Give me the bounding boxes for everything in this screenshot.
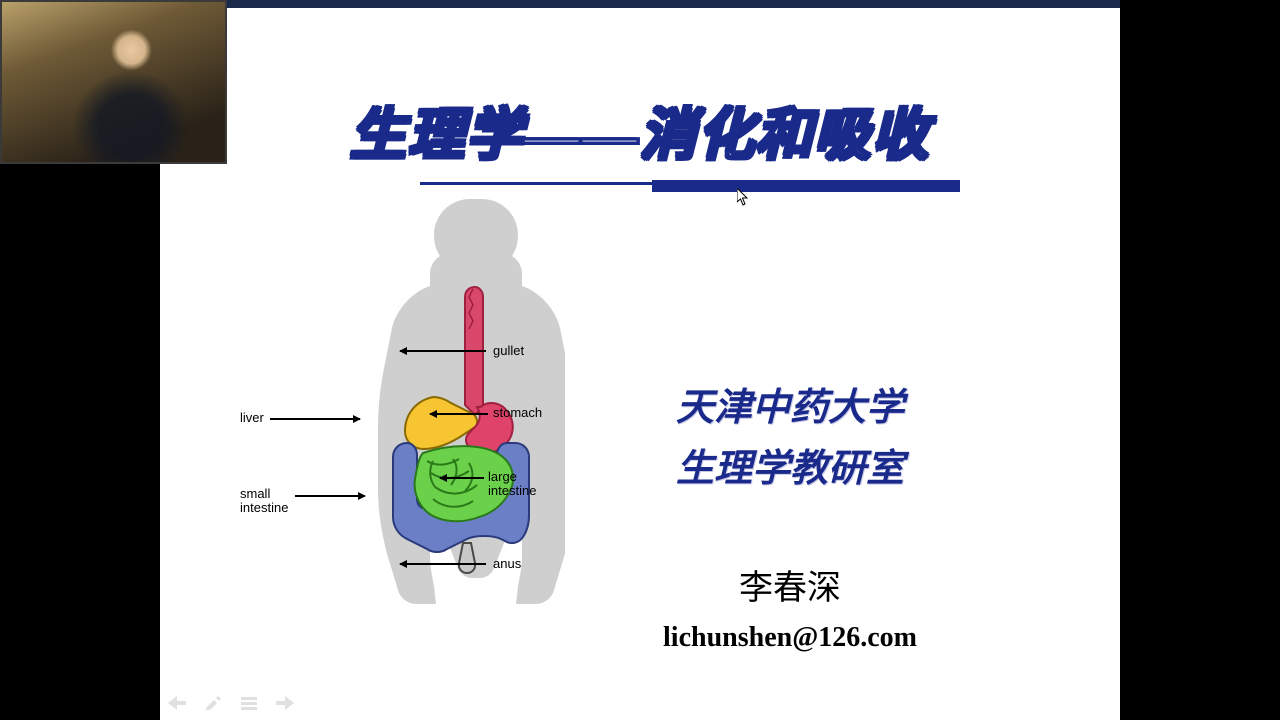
mouse-cursor-icon <box>737 188 749 206</box>
label-liver: liver <box>240 410 264 425</box>
subtitle-line2: 生理学教研室 <box>620 439 960 500</box>
arrow-large-intestine <box>440 477 484 479</box>
digestive-system-diagram: gullet liver stomach largeintestine smal… <box>240 195 570 610</box>
label-small-intestine: smallintestine <box>240 487 288 516</box>
slide-menu-icon[interactable] <box>240 696 258 710</box>
title-container: 生理学——消化和吸收 <box>160 90 1120 171</box>
presenter-webcam <box>0 0 227 164</box>
arrow-small-intestine <box>295 495 365 497</box>
prev-slide-icon[interactable] <box>168 696 186 710</box>
subtitle-line1: 天津中药大学 <box>620 378 960 439</box>
author-email: lichunshen@126.com <box>620 622 960 654</box>
author-name: 李春深 <box>620 560 960 609</box>
presentation-slide: 生理学——消化和吸收 <box>160 0 1120 720</box>
next-slide-icon[interactable] <box>276 696 294 710</box>
underline-thick <box>652 180 960 192</box>
rectum-organ <box>459 543 475 573</box>
label-anus: anus <box>493 556 521 571</box>
body-silhouette <box>335 195 565 610</box>
video-stage: 生理学——消化和吸收 <box>0 0 1280 720</box>
arrow-liver <box>270 418 360 420</box>
subtitle-block: 天津中药大学 生理学教研室 <box>620 378 960 500</box>
arrow-stomach <box>430 413 488 415</box>
underline-thin <box>420 182 655 185</box>
slide-top-border <box>160 0 1120 8</box>
pen-tool-icon[interactable] <box>204 696 222 710</box>
label-gullet: gullet <box>493 343 524 358</box>
title-underline <box>420 182 960 194</box>
label-large-intestine: largeintestine <box>488 470 536 499</box>
slide-title: 生理学——消化和吸收 <box>350 90 930 171</box>
slideshow-nav-bar <box>168 696 294 710</box>
label-stomach: stomach <box>493 405 542 420</box>
arrow-gullet <box>400 350 486 352</box>
arrow-anus <box>400 563 486 565</box>
